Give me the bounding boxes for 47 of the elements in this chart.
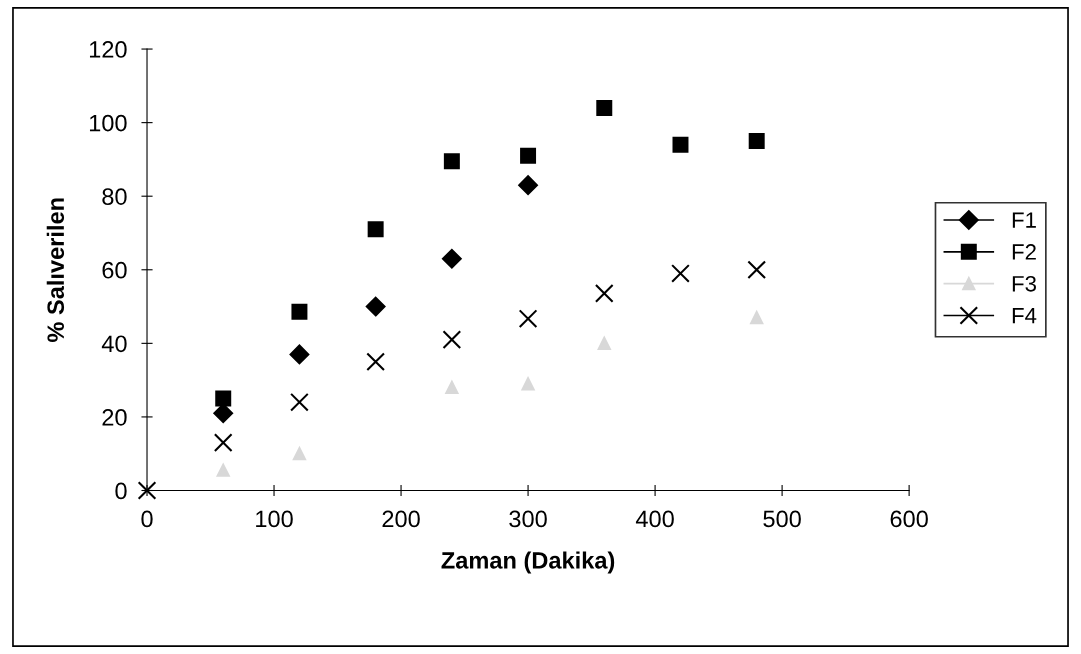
legend-label: F1 xyxy=(1012,212,1036,228)
point xyxy=(597,336,611,350)
point xyxy=(748,133,765,149)
y-tick-label: 80 xyxy=(102,188,127,205)
point xyxy=(367,221,384,238)
point xyxy=(520,147,537,164)
x-tick-label: 600 xyxy=(890,510,928,528)
point xyxy=(521,377,535,391)
x-tick-label: 400 xyxy=(635,510,674,528)
point xyxy=(596,99,613,116)
x-tick-label: 500 xyxy=(763,510,801,528)
point xyxy=(672,136,689,153)
point xyxy=(289,344,310,365)
legend-label: F2 xyxy=(1012,244,1036,260)
x-tick-label: 0 xyxy=(141,510,153,528)
legend-label: F4 xyxy=(1012,307,1037,324)
point xyxy=(216,463,230,477)
point xyxy=(137,481,157,500)
point xyxy=(443,153,460,170)
y-tick-label: 120 xyxy=(89,41,127,58)
point xyxy=(445,380,459,395)
y-tick-label: 60 xyxy=(102,261,127,279)
point xyxy=(290,392,309,412)
point xyxy=(518,175,538,196)
point xyxy=(594,283,614,303)
y-axis-title: % Salıverilen xyxy=(46,198,65,343)
y-tick-label: 100 xyxy=(89,114,127,132)
point xyxy=(747,260,767,280)
y-tick-label: 40 xyxy=(101,335,127,353)
y-tick-label: 20 xyxy=(102,408,127,426)
point xyxy=(750,311,764,325)
point xyxy=(518,309,538,329)
y-tick-label: 0 xyxy=(115,482,127,500)
legend-label: F3 xyxy=(1012,275,1036,292)
point xyxy=(441,248,462,269)
x-tick-label: 200 xyxy=(382,510,420,528)
x-tick-label: 300 xyxy=(509,510,547,528)
point xyxy=(213,433,233,453)
point xyxy=(366,352,386,372)
point xyxy=(215,390,232,407)
x-tick-label: 100 xyxy=(256,510,293,528)
point xyxy=(292,447,307,461)
point xyxy=(291,303,308,320)
x-axis-title: Zaman (Dakika) xyxy=(441,551,615,574)
point xyxy=(365,296,386,317)
point xyxy=(442,330,462,350)
point xyxy=(671,264,690,283)
